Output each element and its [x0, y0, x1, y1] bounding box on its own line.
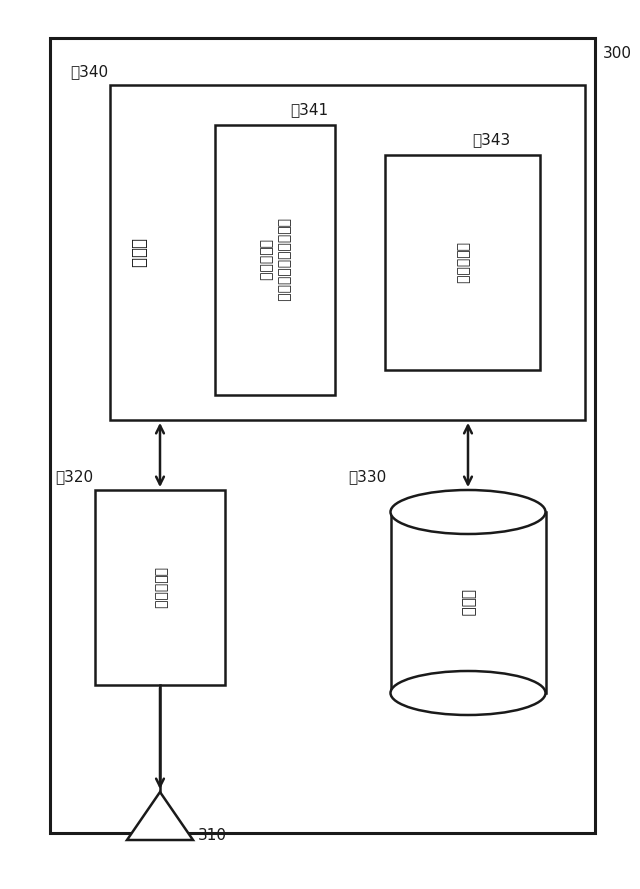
Text: ～320: ～320 [55, 469, 93, 484]
Ellipse shape [390, 671, 545, 715]
Text: 通信処理部: 通信処理部 [456, 242, 470, 284]
Bar [390, 512, 545, 715]
Text: 決定処理部: 決定処理部 [258, 239, 272, 281]
Ellipse shape [390, 490, 545, 534]
Bar [110, 85, 585, 420]
Text: 記憶部: 記憶部 [461, 589, 476, 616]
Polygon shape [127, 792, 193, 840]
Bar [385, 155, 540, 370]
Text: ～340: ～340 [70, 64, 108, 79]
Bar [215, 125, 335, 395]
Text: ～330: ～330 [348, 469, 387, 484]
Bar [50, 38, 595, 833]
Text: 300: 300 [603, 46, 632, 61]
Text: 無線通信部: 無線通信部 [153, 566, 167, 608]
Text: ～343: ～343 [472, 132, 511, 147]
Text: ～341: ～341 [290, 102, 328, 117]
Text: 処理部: 処理部 [129, 237, 147, 268]
Bar [95, 490, 225, 685]
Text: オペレーションモード: オペレーションモード [276, 218, 290, 302]
Text: 310: 310 [198, 828, 227, 843]
